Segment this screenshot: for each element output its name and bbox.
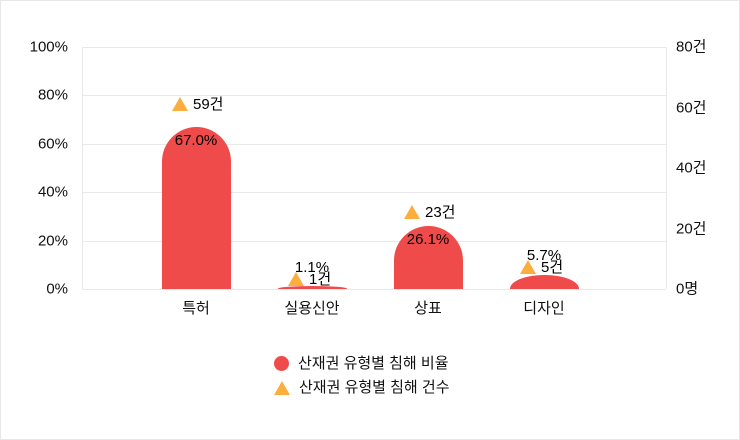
left-axis-tick: 20% [37,232,68,250]
gridline [82,47,666,48]
bar-상표 [393,225,463,289]
gridline [82,192,666,194]
gridline [82,143,666,145]
legend-item-count: 산재권 유형별 침해 건수 [274,380,466,395]
legend-label-count: 산재권 유형별 침해 건수 [299,379,450,396]
gridline [82,240,666,242]
count-label-상표: 23건 [425,204,456,222]
plot-right-border [666,47,667,289]
gridline [82,289,666,290]
legend: 산재권 유형별 침해 비율 산재권 유형별 침해 건수 [1,356,739,395]
left-axis-tick: 60% [37,135,68,153]
right-axis-tick: 60건 [676,99,707,116]
bar-특허 [161,126,231,289]
triangle-marker-디자인 [520,259,536,274]
legend-label-ratio: 산재권 유형별 침해 비율 [298,355,449,372]
circle-marker-icon [274,356,289,371]
triangle-marker-실용신안 [288,271,304,286]
percent-label-특허: 67.0% [174,131,218,149]
left-axis-tick: 40% [37,183,68,201]
x-axis-label: 디자인 [523,300,565,317]
x-axis-label: 특허 [182,300,210,317]
bar-디자인 [509,275,579,289]
x-axis-label: 상표 [414,300,442,317]
left-axis-tick: 100% [29,38,68,56]
right-axis-tick: 0명 [676,280,699,298]
right-axis-tick: 20건 [676,220,707,237]
percent-label-실용신안: 1.1% [294,258,330,276]
triangle-marker-icon [274,380,290,395]
gridline [82,95,666,97]
left-axis-tick: 0% [46,280,68,298]
x-axis-label: 실용신안 [284,300,340,317]
triangle-marker-상표 [404,205,420,220]
count-label-실용신안: 1건 [309,270,332,288]
percent-label-상표: 26.1% [406,230,450,248]
right-axis-tick: 40건 [676,159,707,177]
bar-실용신안 [277,286,347,289]
plot-left-border [82,47,83,289]
triangle-marker-특허 [172,96,188,111]
right-axis-tick: 80건 [676,38,707,56]
count-label-특허: 59건 [193,95,224,113]
legend-item-ratio: 산재권 유형별 침해 비율 [274,356,466,371]
percent-label-디자인: 5.7% [526,246,562,264]
count-label-디자인: 5건 [541,258,564,276]
left-axis-tick: 80% [37,86,68,104]
